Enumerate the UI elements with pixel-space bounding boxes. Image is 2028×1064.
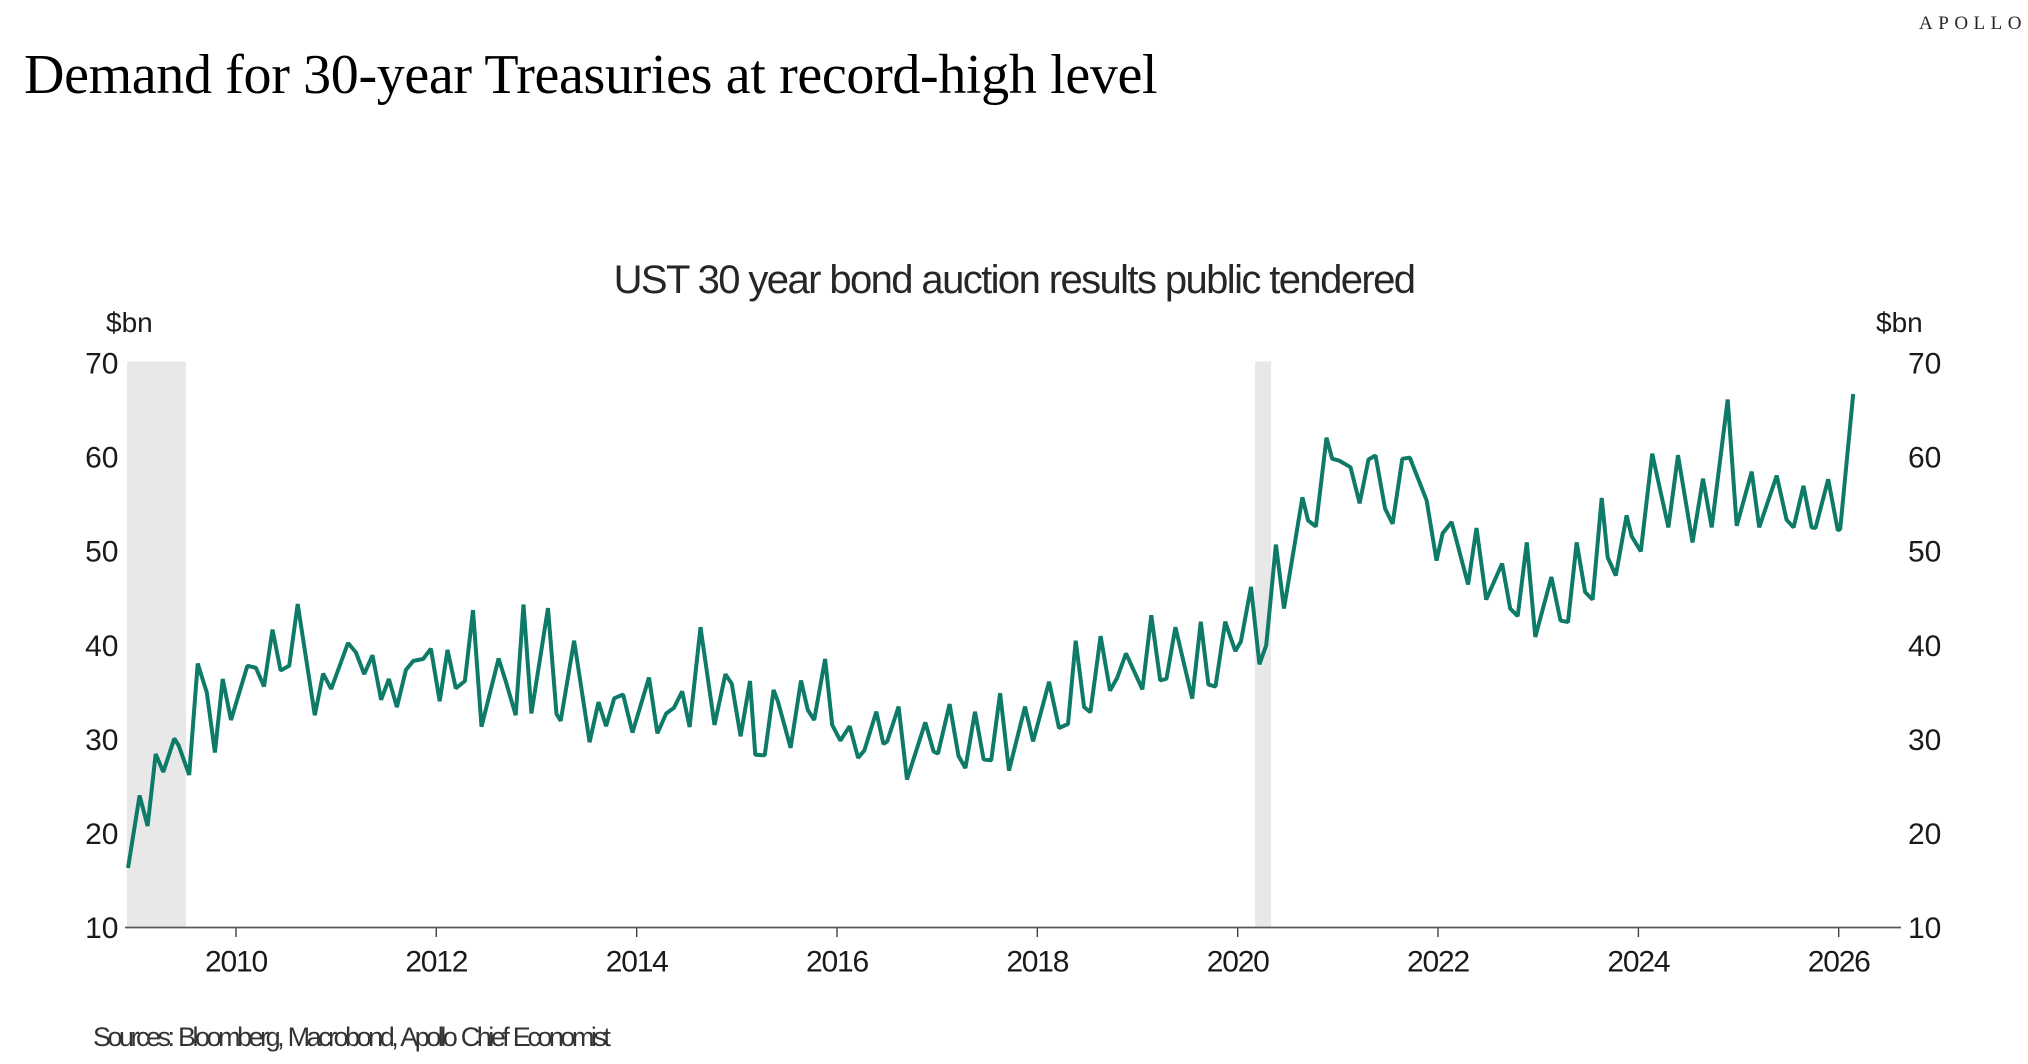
svg-text:60: 60 bbox=[1908, 442, 1941, 475]
svg-text:2014: 2014 bbox=[606, 946, 668, 979]
svg-text:2010: 2010 bbox=[205, 946, 267, 979]
svg-text:60: 60 bbox=[85, 442, 118, 475]
svg-text:2026: 2026 bbox=[1808, 946, 1870, 979]
svg-text:10: 10 bbox=[85, 912, 118, 945]
svg-text:50: 50 bbox=[85, 536, 118, 569]
svg-text:30: 30 bbox=[1908, 724, 1941, 757]
svg-text:70: 70 bbox=[1908, 348, 1941, 381]
svg-text:$bn: $bn bbox=[106, 307, 153, 338]
svg-text:2018: 2018 bbox=[1006, 946, 1068, 979]
svg-text:2016: 2016 bbox=[806, 946, 868, 979]
svg-text:2022: 2022 bbox=[1407, 946, 1469, 979]
svg-text:2024: 2024 bbox=[1607, 946, 1669, 979]
svg-text:2012: 2012 bbox=[405, 946, 467, 979]
svg-text:20: 20 bbox=[85, 818, 118, 851]
svg-text:50: 50 bbox=[1908, 536, 1941, 569]
svg-text:20: 20 bbox=[1908, 818, 1941, 851]
svg-text:40: 40 bbox=[85, 630, 118, 663]
svg-text:30: 30 bbox=[85, 724, 118, 757]
svg-text:40: 40 bbox=[1908, 630, 1941, 663]
svg-text:$bn: $bn bbox=[1876, 307, 1923, 338]
svg-text:70: 70 bbox=[85, 348, 118, 381]
svg-text:10: 10 bbox=[1908, 912, 1941, 945]
svg-text:2020: 2020 bbox=[1207, 946, 1269, 979]
